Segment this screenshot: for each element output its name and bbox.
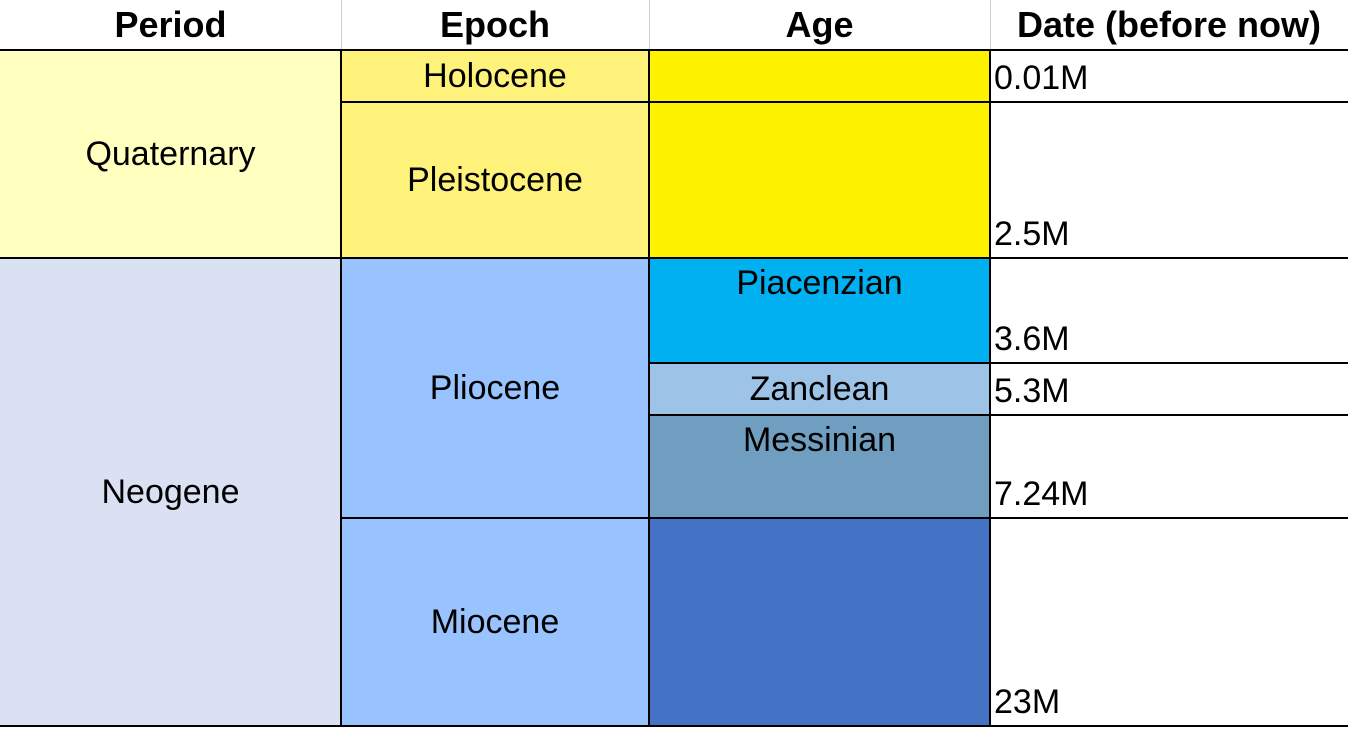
border-line xyxy=(0,725,1348,727)
border-line xyxy=(649,362,1348,364)
date-piacenzian: 3.6M xyxy=(994,320,1070,358)
date-miocene: 23M xyxy=(994,683,1061,721)
header-date: Date (before now) xyxy=(1016,4,1321,45)
header-gridline xyxy=(649,0,650,50)
date-holocene: 0.01M xyxy=(994,59,1089,97)
header-gridline xyxy=(990,0,991,50)
period-quaternary: Quaternary xyxy=(0,50,341,258)
header-age: Age xyxy=(785,4,854,45)
date-messinian: 7.24M xyxy=(994,475,1089,513)
header-gridline xyxy=(341,0,342,50)
age-holocene xyxy=(649,50,990,102)
epoch-miocene: Miocene xyxy=(341,518,649,726)
age-piacenzian: Piacenzian xyxy=(649,258,990,363)
date-zanclean: 5.3M xyxy=(994,372,1070,410)
age-zanclean: Zanclean xyxy=(649,363,990,415)
border-line xyxy=(0,49,1348,51)
border-line xyxy=(989,50,991,727)
age-pleistocene xyxy=(649,102,990,258)
period-neogene: Neogene xyxy=(0,258,341,726)
age-messinian: Messinian xyxy=(649,415,990,518)
header-period: Period xyxy=(114,4,227,45)
epoch-pleistocene: Pleistocene xyxy=(341,102,649,258)
epoch-holocene: Holocene xyxy=(341,50,649,102)
date-pleistocene: 2.5M xyxy=(994,215,1070,253)
border-line xyxy=(340,50,342,727)
border-line xyxy=(341,101,1348,103)
border-line xyxy=(648,50,650,727)
age-miocene xyxy=(649,518,990,726)
epoch-pliocene: Pliocene xyxy=(341,258,649,518)
border-line xyxy=(341,517,1348,519)
border-line xyxy=(649,414,1348,416)
border-line xyxy=(0,257,1348,259)
header-epoch: Epoch xyxy=(439,4,550,45)
